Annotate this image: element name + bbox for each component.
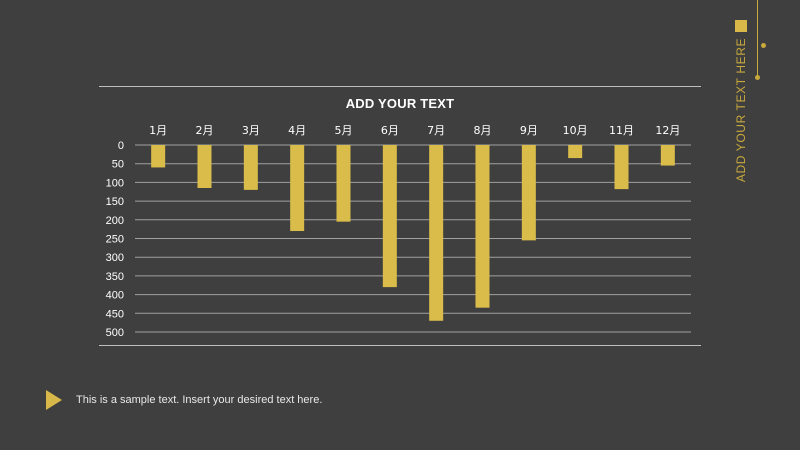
y-tick-label: 50	[112, 159, 124, 171]
bar	[197, 145, 212, 189]
decorative-dot-icon	[761, 43, 766, 48]
y-tick-label: 0	[118, 140, 124, 152]
footer-text: This is a sample text. Insert your desir…	[76, 394, 323, 406]
x-tick-label: 11月	[609, 124, 634, 137]
x-tick-label: 2月	[196, 124, 214, 137]
x-tick-label: 8月	[474, 124, 492, 137]
x-tick-label: 10月	[563, 124, 588, 137]
decorative-dot-icon	[755, 75, 760, 80]
decorative-vertical-line	[757, 0, 758, 77]
bar	[243, 145, 258, 190]
x-tick-label: 6月	[381, 124, 399, 137]
x-tick-label: 12月	[655, 124, 680, 137]
bar	[151, 145, 166, 168]
chart-title: ADD YOUR TEXT	[345, 96, 455, 111]
bar	[521, 145, 536, 241]
side-title: ADD YOUR TEXT HERE	[734, 37, 748, 183]
decorative-square-icon	[735, 20, 747, 32]
x-tick-label: 9月	[520, 124, 538, 137]
x-tick-label: 4月	[288, 124, 306, 137]
y-tick-label: 300	[106, 252, 124, 264]
y-tick-label: 400	[106, 290, 124, 302]
bar	[336, 145, 351, 222]
bar	[382, 145, 397, 288]
bar	[660, 145, 675, 166]
y-tick-label: 450	[106, 308, 124, 320]
x-tick-label: 7月	[427, 124, 445, 137]
bar	[568, 145, 583, 159]
play-triangle-icon	[46, 390, 62, 410]
bar	[429, 145, 444, 321]
bar	[475, 145, 490, 308]
y-tick-label: 500	[106, 327, 124, 339]
y-tick-label: 100	[106, 177, 124, 189]
chart-frame	[99, 86, 701, 346]
x-tick-label: 1月	[149, 124, 167, 137]
y-tick-label: 250	[106, 234, 124, 246]
y-tick-label: 350	[106, 271, 124, 283]
y-tick-label: 200	[106, 215, 124, 227]
bar	[290, 145, 305, 232]
x-tick-label: 3月	[242, 124, 260, 137]
y-tick-label: 150	[106, 196, 124, 208]
bar	[614, 145, 629, 190]
x-tick-label: 5月	[335, 124, 353, 137]
